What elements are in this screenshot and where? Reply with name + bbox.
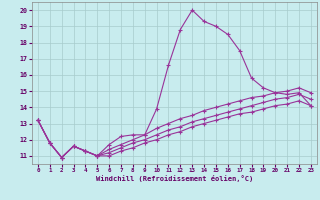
X-axis label: Windchill (Refroidissement éolien,°C): Windchill (Refroidissement éolien,°C) [96, 175, 253, 182]
